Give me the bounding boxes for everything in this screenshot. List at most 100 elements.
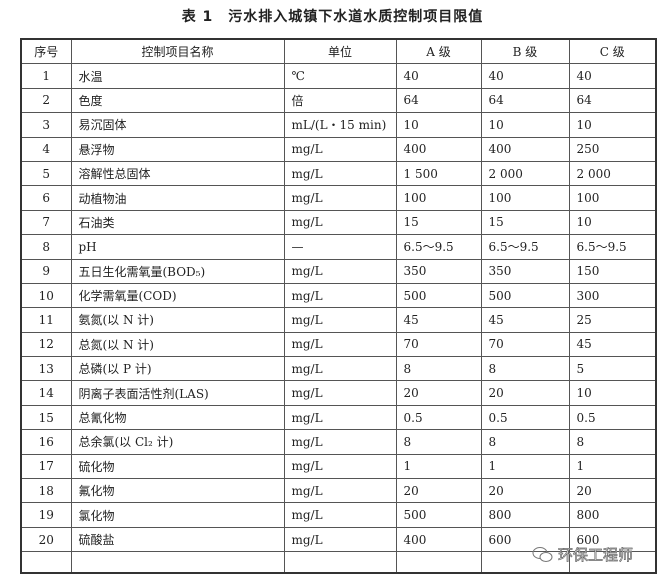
- table-cell: 45: [395, 307, 482, 333]
- table-cell: 8: [395, 429, 482, 455]
- table-row: 12 总氮(以 N 计) mg/L 70 70 45: [20, 331, 657, 358]
- column-header: 控制项目名称: [70, 38, 285, 65]
- table-cell: 氨氮(以 N 计): [70, 307, 285, 333]
- table-cell: 20: [480, 380, 570, 406]
- table-cell: 1: [395, 453, 482, 480]
- table-cell: 800: [480, 502, 570, 528]
- table-row: 7 石油类 mg/L 15 15 10: [20, 209, 657, 236]
- table-row: 10 化学需氧量(COD) mg/L 500 500 300: [20, 282, 657, 309]
- table-cell: 1 500: [395, 160, 482, 187]
- table-cell: mg/L: [283, 185, 397, 211]
- table-cell: mg/L: [283, 258, 397, 284]
- watermark-text: 环保工程师: [558, 546, 634, 565]
- table-cell: 8: [480, 356, 570, 382]
- table-cell: 500: [480, 282, 570, 309]
- table-cell: 硫化物: [70, 453, 285, 480]
- table-row: 18 氟化物 mg/L 20 20 20: [20, 478, 657, 504]
- table-cell: 10: [480, 112, 570, 138]
- table-cell: 64: [480, 87, 570, 114]
- table-cell: 阴离子表面活性剂(LAS): [70, 380, 285, 406]
- table-cell: 9: [20, 258, 72, 284]
- table-cell: 500: [395, 282, 482, 309]
- table-cell: 2: [20, 87, 72, 114]
- table-cell: mg/L: [283, 429, 397, 455]
- table-cell: 800: [568, 502, 657, 528]
- table-cell: 15: [20, 404, 72, 431]
- table-row: 8 pH —6.5～9.5 6.5～9.5 6.5～9.5: [20, 234, 657, 260]
- table-cell: mg/L: [283, 136, 397, 162]
- column-header: C 级: [568, 38, 657, 65]
- table-row: 11 氨氮(以 N 计) mg/L 45 45 25: [20, 307, 657, 333]
- table-title: 表 1 污水排入城镇下水道水质控制项目限值: [181, 9, 484, 25]
- table-cell: 8: [480, 429, 570, 455]
- table-cell: 6: [20, 185, 72, 211]
- table-cell: [395, 551, 482, 574]
- table-cell: mg/L: [283, 209, 397, 236]
- table-cell: 14: [20, 380, 72, 406]
- table-cell: 6.5～9.5: [395, 234, 482, 260]
- table-cell: 1: [568, 453, 657, 480]
- table-cell: [20, 551, 72, 574]
- table-cell: 150: [568, 258, 657, 284]
- watermark: 环保工程师: [532, 546, 633, 564]
- table-cell: mL/(L・15 min): [283, 112, 397, 138]
- table-cell: mg/L: [283, 502, 397, 528]
- table-cell: 400: [395, 526, 482, 553]
- table-cell: 100: [568, 185, 657, 211]
- table-cell: 悬浮物: [70, 136, 285, 162]
- table-cell: 色度: [70, 87, 285, 114]
- table-cell: 64: [568, 87, 657, 114]
- table-cell: 64: [395, 87, 482, 114]
- table-cell: mg/L: [283, 160, 397, 187]
- table-cell: 8: [20, 234, 72, 260]
- table-row: 20 硫酸盐 mg/L 400 600 600: [20, 526, 657, 553]
- table-cell: 3: [20, 112, 72, 138]
- table-cell: 500: [395, 502, 482, 528]
- table-cell: 20: [480, 478, 570, 504]
- table-cell: 0.5: [568, 404, 657, 431]
- table-cell: 五日生化需氧量(BOD₅): [70, 258, 285, 284]
- table-row: 14 阴离子表面活性剂(LAS) mg/L 20 20 10: [20, 380, 657, 406]
- table-cell: 70: [480, 331, 570, 358]
- table-cell: 5: [20, 160, 72, 187]
- table-cell: [283, 551, 397, 574]
- table-cell: 8: [568, 429, 657, 455]
- table-cell: ℃: [283, 63, 397, 89]
- table-row: 19 氯化物 mg/L 500 800 800: [20, 502, 657, 528]
- table-cell: 350: [395, 258, 482, 284]
- table-cell: 10: [395, 112, 482, 138]
- table-cell: 化学需氧量(COD): [70, 282, 285, 309]
- table-cell: 45: [480, 307, 570, 333]
- table-cell: 总磷(以 P 计): [70, 356, 285, 382]
- table-cell: 总余氯(以 Cl₂ 计): [70, 429, 285, 455]
- table-cell: 25: [568, 307, 657, 333]
- table-row: 3 易沉固体 mL/(L・15 min) 10 10 10: [20, 112, 657, 138]
- table-row: 15 总氰化物 mg/L 0.5 0.5 0.5: [20, 404, 657, 431]
- table-cell: mg/L: [283, 282, 397, 309]
- table-cell: 12: [20, 331, 72, 358]
- table-cell: 8: [395, 356, 482, 382]
- table-cell: mg/L: [283, 380, 397, 406]
- table-row: 1 水温 ℃ 40 40 40: [20, 63, 657, 89]
- table-cell: 总氮(以 N 计): [70, 331, 285, 358]
- table-cell: 400: [395, 136, 482, 162]
- table-row: 16 总余氯(以 Cl₂ 计) mg/L 8 8 8: [20, 429, 657, 455]
- table-cell: —: [283, 234, 397, 260]
- column-header: 序号: [20, 38, 72, 65]
- table-cell: 45: [568, 331, 657, 358]
- table-cell: 20: [395, 478, 482, 504]
- table-cell: 40: [395, 63, 482, 89]
- table-cell: 6.5～9.5: [568, 234, 657, 260]
- table-cell: 20: [395, 380, 482, 406]
- table-cell: 0.5: [395, 404, 482, 431]
- table-cell: mg/L: [283, 307, 397, 333]
- table-cell: 100: [480, 185, 570, 211]
- table-row: 4 悬浮物 mg/L 400 400 250: [20, 136, 657, 162]
- column-header: 单位: [283, 38, 397, 65]
- column-header: A 级: [395, 38, 482, 65]
- table-cell: 15: [480, 209, 570, 236]
- table-cell: 4: [20, 136, 72, 162]
- table-cell: 7: [20, 209, 72, 236]
- table-cell: 250: [568, 136, 657, 162]
